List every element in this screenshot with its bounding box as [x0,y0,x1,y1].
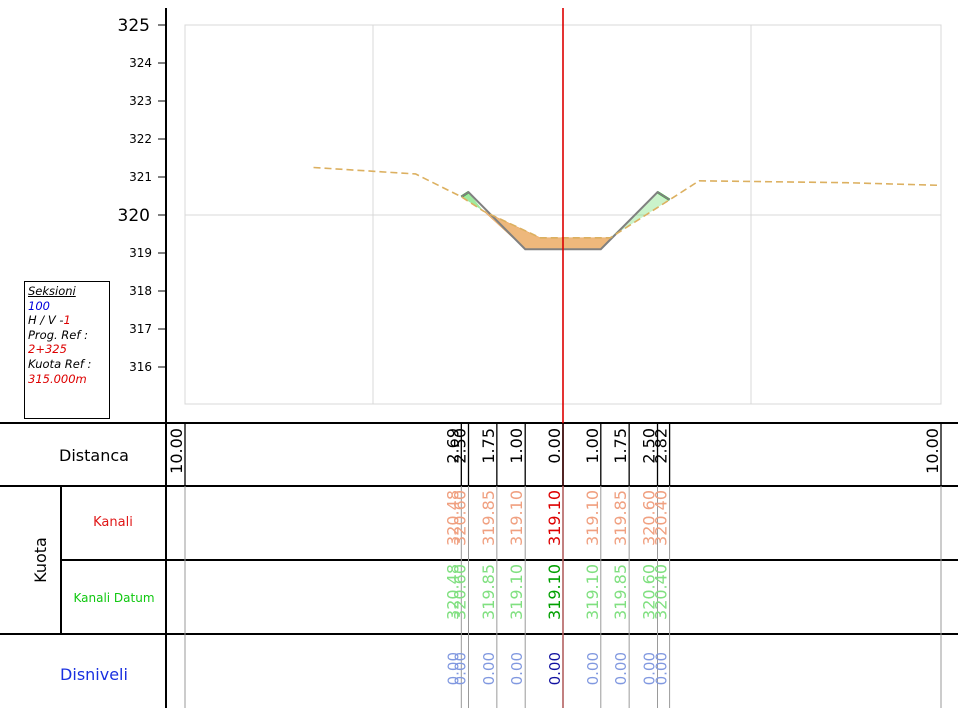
kanali-elevation-label: 319.10 [507,490,526,546]
kanali-datum-elevation-label: 320.60 [451,564,470,620]
hv-value: 1 [63,313,71,328]
y-tick-label: 321 [129,170,152,184]
kanali-elevation-label: 320.48 [443,490,462,546]
y-tick-label: 324 [129,56,152,70]
distance-label: 1.00 [507,428,526,464]
kanali-elevation-label: 320.60 [451,490,470,546]
distance-label: 2.50 [451,428,470,464]
prog-ref-value: 2+325 [28,342,67,357]
disniveli-value-label: 0.00 [508,652,526,685]
disniveli-value-label: 0.00 [653,652,671,685]
y-tick-label: 322 [129,132,152,146]
hv-label: H / V - [28,313,64,328]
disniveli-value-label: 0.00 [584,652,602,685]
kuota-ref-value: 315.000m [28,371,87,386]
y-tick-label: 325 [118,16,150,36]
section-title: Seksioni [28,284,76,298]
right-embankment-fill [610,192,670,238]
distance-label: 10.00 [923,428,942,474]
kanali-elevation-label: 319.85 [479,490,498,546]
kanali-datum-elevation-label: 320.40 [652,564,671,620]
section-info-box: Seksioni 100 H / V -1 Prog. Ref : 2+325 … [24,281,110,419]
kanali-datum-elevation-label: 320.48 [443,564,462,620]
y-tick-label: 318 [129,284,152,298]
disniveli-value-label: 0.00 [444,652,462,685]
kanali-datum-elevation-label: 319.10 [583,564,602,620]
kanali-elevation-label: 320.60 [640,490,659,546]
kanali-band-label: Kanali [93,515,133,530]
disniveli-value-label: 0.00 [641,652,659,685]
section-number: 100 [28,298,50,313]
kuota-ref-label: Kuota Ref : [28,356,92,371]
distance-label: 1.00 [583,428,602,464]
kanali-elevation-label: 320.40 [652,490,671,546]
kanali-elevation-label: 319.10 [545,490,564,546]
left-embankment-fill [461,192,484,212]
data-bands: 10.00 2.692.50 1.75 1.00 0.00 1.00 1.75 2.502.8… [167,423,942,708]
kanali-datum-elevation-label: 319.85 [479,564,498,620]
elevation-axis: 325 324 323 322 321 320 319 318 317 316 [118,16,166,374]
distance-label: 1.75 [479,428,498,464]
hv-line: H / V -1 [28,313,109,328]
y-tick-label: 317 [129,322,152,336]
distance-label: 2.82 [652,428,671,464]
distance-label: 0.00 [545,428,564,464]
kuota-band-label: Kuota [31,537,50,583]
y-tick-label: 323 [129,94,152,108]
y-tick-label: 320 [118,206,150,226]
disniveli-value-label: 0.00 [612,652,630,685]
excavation-fill [483,210,611,250]
disniveli-value-label: 0.00 [546,652,564,685]
disniveli-band-label: Disniveli [60,665,128,684]
disniveli-value-label: 0.00 [452,652,470,685]
y-tick-label: 316 [129,360,152,374]
kanali-elevation-label: 319.85 [611,490,630,546]
distance-label: 1.75 [611,428,630,464]
kanali-datum-elevation-label: 319.85 [611,564,630,620]
disniveli-value-label: 0.00 [480,652,498,685]
kanali-datum-elevation-label: 319.10 [507,564,526,620]
kanali-datum-elevation-label: 320.60 [640,564,659,620]
kanali-elevation-label: 319.10 [583,490,602,546]
prog-ref-label: Prog. Ref : [28,327,88,342]
kanali-datum-band-label: Kanali Datum [73,591,154,605]
kanali-datum-elevation-label: 319.10 [545,564,564,620]
distance-label: 10.00 [167,428,186,474]
distance-label: 2.50 [640,428,659,464]
distance-label: 2.69 [443,428,462,464]
distanca-band-label: Distanca [59,446,129,465]
ground-line [313,166,942,239]
y-tick-label: 319 [129,246,152,260]
